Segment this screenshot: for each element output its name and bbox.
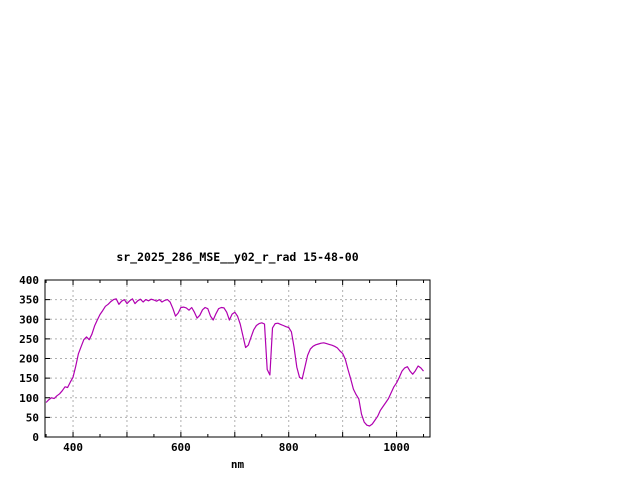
x-tick-label: 400 — [63, 441, 83, 454]
y-tick-label: 300 — [19, 313, 39, 326]
x-axis-label: nm — [230, 458, 245, 471]
plot-border — [44, 279, 431, 438]
y-tick-label: 150 — [19, 372, 39, 385]
spectrum-line — [45, 298, 424, 427]
y-tick-label: 200 — [19, 353, 39, 366]
y-tick-label: 250 — [19, 333, 39, 346]
chart-title: sr_2025_286_MSE__y02_r_rad 15-48-00 — [116, 250, 359, 264]
x-tick-label: 600 — [171, 441, 191, 454]
x-tick-label: 1000 — [383, 441, 410, 454]
y-tick-label: 0 — [32, 431, 39, 444]
y-tick-label: 100 — [19, 392, 39, 405]
y-tick-label: 50 — [26, 411, 39, 424]
x-tick-label: 800 — [279, 441, 299, 454]
y-tick-label: 400 — [19, 274, 39, 287]
y-tick-label: 350 — [19, 294, 39, 307]
